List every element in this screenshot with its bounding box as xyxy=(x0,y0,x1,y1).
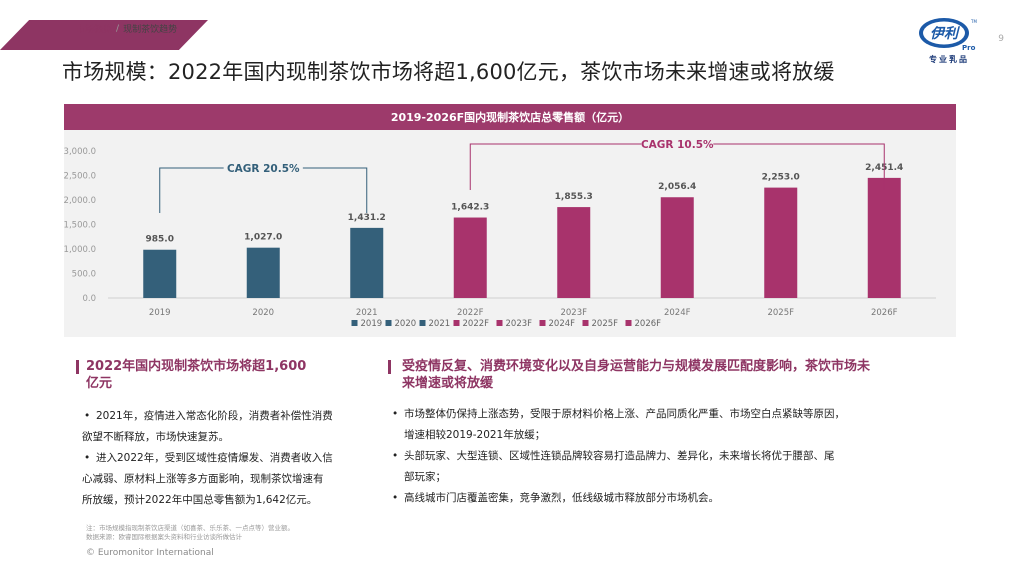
y-tick-label: 3,000.0 xyxy=(64,147,96,157)
x-tick-label-2020: 2020 xyxy=(252,308,274,318)
left-bullet-list: 2021年，疫情进入常态化阶段，消费者补偿性消费 欲望不断释放，市场快速复苏。 … xyxy=(82,406,392,511)
x-tick-label-2022F: 2022F xyxy=(457,308,484,318)
cagr-label-2: CAGR 10.5% xyxy=(641,139,714,151)
left-bullet-2-line-2: 心减弱、原材料上涨等多方面影响，现制茶饮增速有 xyxy=(82,473,324,485)
right-section-heading: 受疫情反复、消费环境变化以及自身运营能力与规模发展匹配度影响，茶饮市场未 来增速… xyxy=(388,358,958,392)
legend-label-2023F: 2023F xyxy=(506,319,533,329)
legend-swatch-2023F xyxy=(496,320,503,326)
bar-2024F xyxy=(660,197,694,298)
right-bullet-3-line-1: 高线城市门店覆盖密集，竞争激烈，低线级城市释放部分市场机会。 xyxy=(404,492,719,504)
data-label-2021: 1,431.2 xyxy=(348,213,386,223)
page-title: 市场规模：2022年国内现制茶饮市场将超1,600亿元，茶饮市场未来增速或将放缓 xyxy=(62,60,835,84)
legend-swatch-2024F xyxy=(539,320,546,326)
bar-2025F xyxy=(764,187,798,298)
page-number: 9 xyxy=(998,34,1004,44)
left-heading-line-2: 亿元 xyxy=(86,376,113,391)
data-label-2023F: 1,855.3 xyxy=(555,192,593,202)
data-label-2025F: 2,253.0 xyxy=(762,173,800,183)
right-bullet-1-line-2: 增速相较2019-2021年放缓； xyxy=(404,429,546,441)
x-tick-label-2026F: 2026F xyxy=(871,308,898,318)
legend-label-2019: 2019 xyxy=(361,319,383,329)
legend-swatch-2026F xyxy=(625,320,632,326)
right-bullet-3: 高线城市门店覆盖密集，竞争激烈，低线级城市释放部分市场机会。 xyxy=(390,488,960,509)
logo-text: 伊利 xyxy=(930,25,961,42)
bar-2019 xyxy=(143,249,177,298)
chart-title: 2019-2026F国内现制茶饮店总零售额（亿元） xyxy=(64,104,956,130)
breadcrumb-separator: / xyxy=(116,23,120,34)
y-tick-label: 1,000.0 xyxy=(64,245,96,255)
left-heading-line-1: 2022年国内现制茶饮市场将超1,600 xyxy=(86,359,307,374)
bar-2023F xyxy=(557,207,591,298)
y-tick-label: 1,500.0 xyxy=(64,221,96,231)
logo-tm: TM xyxy=(970,19,977,24)
x-tick-label-2019: 2019 xyxy=(149,308,171,318)
legend-label-2025F: 2025F xyxy=(592,319,619,329)
y-tick-label: 0.0 xyxy=(82,294,96,304)
right-bullet-1-line-1: 市场整体仍保持上涨态势，受限于原材料价格上涨、产品同质化严重、市场空白点紧缺等原… xyxy=(404,408,845,420)
footnote: 注：市场规模指现制茶饮店渠道（如喜茶、乐乐茶、一点点等）营业额。 数据来源：欧睿… xyxy=(86,524,294,542)
logo-sub: Pro xyxy=(962,44,976,52)
footnote-line-1: 注：市场规模指现制茶饮店渠道（如喜茶、乐乐茶、一点点等）营业额。 xyxy=(86,524,294,532)
chart-card: 2019-2026F国内现制茶饮店总零售额（亿元） 0.0 500.0 1,000.… xyxy=(64,104,956,337)
legend-swatch-2022F xyxy=(453,320,460,326)
legend-label-2024F: 2024F xyxy=(549,319,576,329)
copyright: © Euromonitor International xyxy=(86,548,214,558)
cagr-label-1: CAGR 20.5% xyxy=(227,163,300,175)
right-bullet-2: 头部玩家、大型连锁、区域性连锁品牌较容易打造品牌力、差异化，未来增长将优于腰部、… xyxy=(390,446,960,488)
logo-tagline: 专业乳品 xyxy=(929,54,969,64)
left-bullet-1: 2021年，疫情进入常态化阶段，消费者补偿性消费 欲望不断释放，市场快速复苏。 xyxy=(82,406,392,448)
cagr-label-bg-2 xyxy=(641,136,714,150)
bar-2026F xyxy=(867,177,901,298)
left-section-heading: 2022年国内现制茶饮市场将超1,600 亿元 xyxy=(76,358,376,392)
legend-swatch-2025F xyxy=(582,320,589,326)
bar-2021 xyxy=(350,227,384,298)
data-label-2022F: 1,642.3 xyxy=(451,203,489,213)
data-label-2020: 1,027.0 xyxy=(244,233,282,243)
x-tick-label-2025F: 2025F xyxy=(767,308,794,318)
x-tick-label-2024F: 2024F xyxy=(664,308,691,318)
legend-label-2022F: 2022F xyxy=(463,319,490,329)
data-label-2019: 985.0 xyxy=(146,235,174,245)
right-bullet-list: 市场整体仍保持上涨态势，受限于原材料价格上涨、产品同质化严重、市场空白点紧缺等原… xyxy=(390,404,960,509)
right-heading-line-1: 受疫情反复、消费环境变化以及自身运营能力与规模发展匹配度影响，茶饮市场未 xyxy=(402,359,871,374)
footnote-line-2: 数据来源：欧睿国际根据案头资料和行业访谈所做估计 xyxy=(86,533,242,541)
y-tick-label: 2,000.0 xyxy=(64,196,96,206)
bar-chart: 0.0 500.0 1,000.0 1,500.0 2,000.0 2,500.0 3,00… xyxy=(64,136,936,329)
breadcrumb-current: 现制茶饮趋势 xyxy=(123,25,178,35)
breadcrumb-section[interactable]: 市场概览 xyxy=(76,25,113,35)
bar-2022F xyxy=(453,217,487,298)
legend-label-2021: 2021 xyxy=(429,319,451,329)
legend-swatch-2020 xyxy=(385,320,392,326)
brand-logo: 伊利 TM Pro 专业乳品 xyxy=(919,18,977,64)
x-tick-label-2021: 2021 xyxy=(356,308,378,318)
left-bullet-2-line-3: 所放缓，预计2022年中国总零售额为1,642亿元。 xyxy=(82,494,318,506)
y-tick-label: 2,500.0 xyxy=(64,172,96,182)
legend-swatch-2019 xyxy=(351,320,358,326)
x-tick-label-2023F: 2023F xyxy=(560,308,587,318)
cagr-label-bg-1 xyxy=(223,160,303,174)
legend-swatch-2021 xyxy=(419,320,426,326)
left-bullet-2-line-1: 进入2022年，受到区域性疫情爆发、消费者收入信 xyxy=(96,452,333,464)
right-bullet-2-line-2: 部玩家； xyxy=(404,471,446,483)
right-bullet-2-line-1: 头部玩家、大型连锁、区域性连锁品牌较容易打造品牌力、差异化，未来增长将优于腰部、… xyxy=(404,450,835,462)
legend-label-2020: 2020 xyxy=(395,319,417,329)
data-label-2024F: 2,056.4 xyxy=(658,182,696,192)
bar-2020 xyxy=(246,247,280,298)
right-bullet-1: 市场整体仍保持上涨态势，受限于原材料价格上涨、产品同质化严重、市场空白点紧缺等原… xyxy=(390,404,960,446)
right-heading-line-2: 来增速或将放缓 xyxy=(402,376,494,391)
y-tick-label: 500.0 xyxy=(72,270,96,280)
legend-label-2026F: 2026F xyxy=(635,319,662,329)
left-bullet-1-line-1: 2021年，疫情进入常态化阶段，消费者补偿性消费 xyxy=(96,410,333,422)
left-bullet-2: 进入2022年，受到区域性疫情爆发、消费者收入信 心减弱、原材料上涨等多方面影响… xyxy=(82,448,392,511)
left-bullet-1-line-2: 欲望不断释放，市场快速复苏。 xyxy=(82,431,229,443)
breadcrumb: 市场概览 / 现制茶饮趋势 xyxy=(76,22,178,36)
breadcrumb-accent-bar xyxy=(0,20,208,50)
